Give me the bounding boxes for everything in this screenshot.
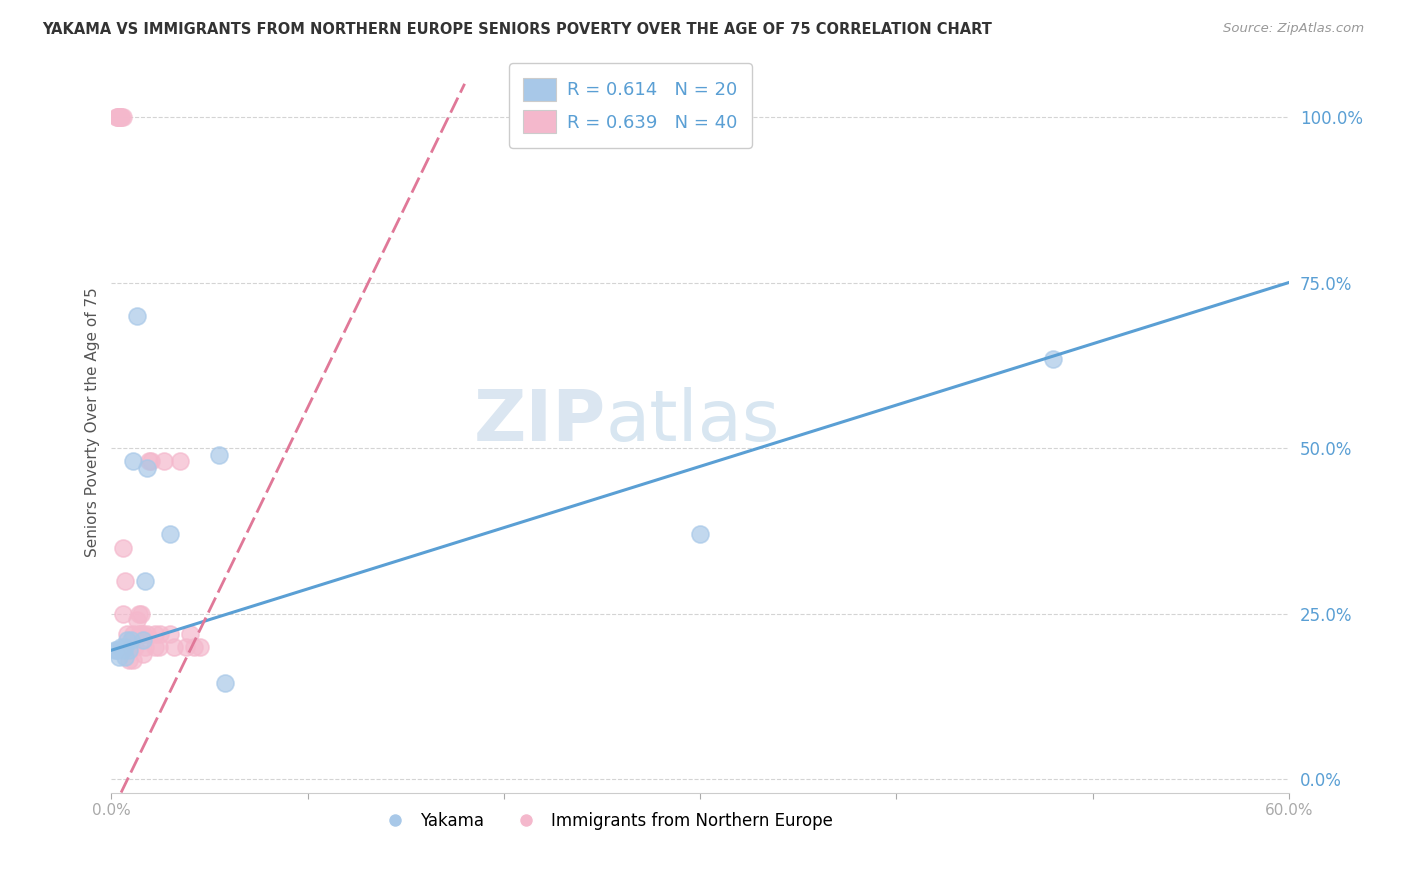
Legend: Yakama, Immigrants from Northern Europe: Yakama, Immigrants from Northern Europe	[373, 805, 839, 837]
Point	[132, 626, 155, 640]
Point	[134, 640, 156, 654]
Point	[128, 607, 150, 621]
Point	[105, 110, 128, 124]
Point	[115, 626, 138, 640]
Point	[108, 110, 131, 124]
Point	[179, 626, 201, 640]
Point	[110, 640, 132, 654]
Point	[114, 574, 136, 588]
Point	[153, 454, 176, 468]
Point	[138, 454, 160, 468]
Point	[163, 640, 186, 654]
Point	[110, 110, 132, 124]
Point	[128, 626, 150, 640]
Point	[159, 527, 181, 541]
Point	[120, 640, 142, 654]
Point	[110, 110, 132, 124]
Point	[132, 647, 155, 661]
Point	[169, 454, 191, 468]
Point	[112, 110, 135, 124]
Point	[132, 633, 155, 648]
Y-axis label: Seniors Poverty Over the Age of 75: Seniors Poverty Over the Age of 75	[86, 287, 100, 557]
Point	[108, 110, 131, 124]
Point	[112, 541, 135, 555]
Point	[188, 640, 211, 654]
Point	[1042, 351, 1064, 366]
Point	[108, 649, 131, 664]
Point	[159, 626, 181, 640]
Point	[108, 110, 131, 124]
Point	[118, 653, 141, 667]
Point	[129, 607, 152, 621]
Point	[149, 626, 172, 640]
Point	[143, 626, 166, 640]
Text: atlas: atlas	[606, 387, 780, 456]
Point	[114, 640, 136, 654]
Point	[183, 640, 205, 654]
Point	[139, 454, 162, 468]
Point	[214, 676, 236, 690]
Point	[125, 614, 148, 628]
Point	[122, 454, 145, 468]
Point	[124, 640, 146, 654]
Text: YAKAMA VS IMMIGRANTS FROM NORTHERN EUROPE SENIORS POVERTY OVER THE AGE OF 75 COR: YAKAMA VS IMMIGRANTS FROM NORTHERN EUROP…	[42, 22, 993, 37]
Point	[174, 640, 197, 654]
Point	[120, 633, 142, 648]
Point	[135, 626, 157, 640]
Point	[135, 461, 157, 475]
Point	[148, 640, 170, 654]
Point	[105, 643, 128, 657]
Point	[118, 643, 141, 657]
Point	[112, 607, 135, 621]
Point	[134, 574, 156, 588]
Point	[125, 309, 148, 323]
Point	[114, 649, 136, 664]
Point	[122, 626, 145, 640]
Point	[105, 110, 128, 124]
Point	[129, 626, 152, 640]
Point	[112, 643, 135, 657]
Text: ZIP: ZIP	[474, 387, 606, 456]
Point	[115, 633, 138, 648]
Point	[122, 653, 145, 667]
Point	[208, 448, 231, 462]
Point	[143, 640, 166, 654]
Point	[689, 527, 711, 541]
Point	[104, 643, 127, 657]
Text: Source: ZipAtlas.com: Source: ZipAtlas.com	[1223, 22, 1364, 36]
